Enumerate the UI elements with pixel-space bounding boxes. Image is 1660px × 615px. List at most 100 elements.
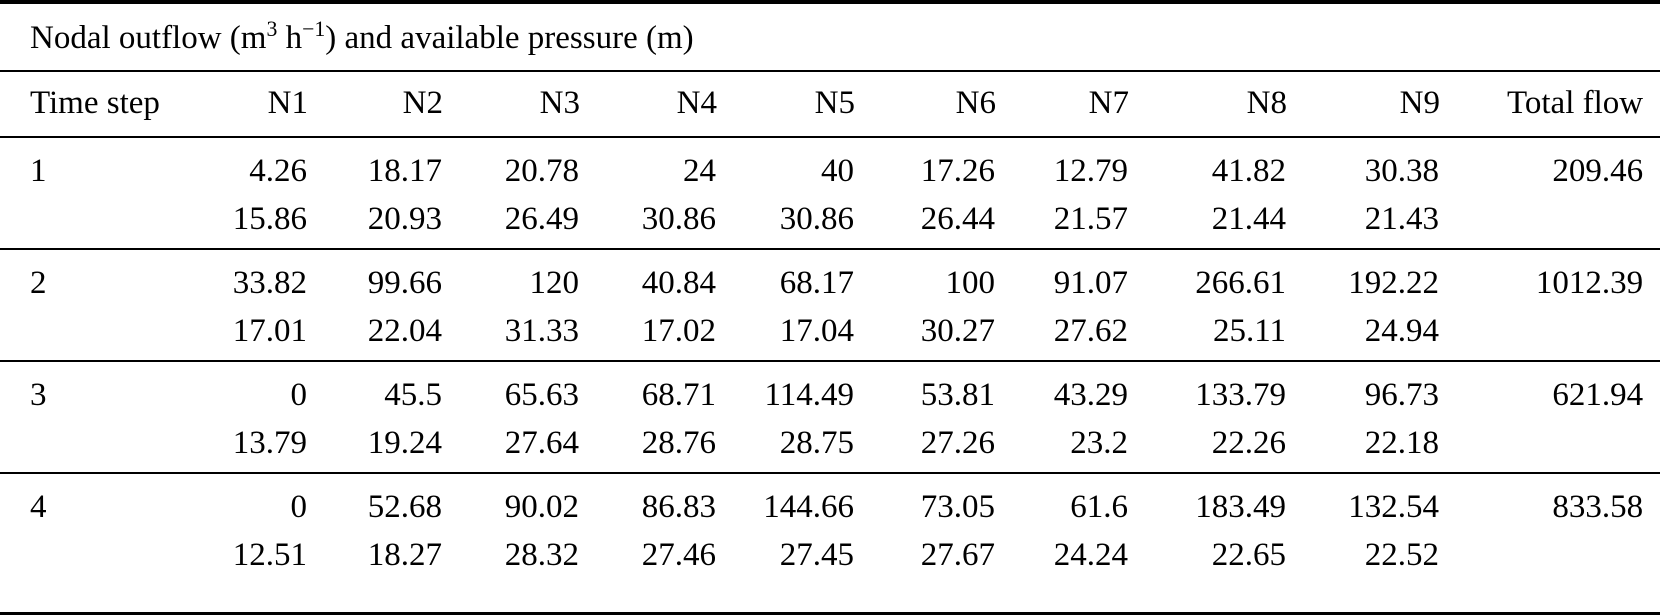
col-header-n9: N9 xyxy=(1287,71,1440,138)
cell-pressure-n6: 26.44 xyxy=(855,195,996,250)
col-header-total-flow: Total flow xyxy=(1440,71,1660,138)
cell-pressure-n1: 12.51 xyxy=(232,537,307,573)
cell-outflow-n5: 114.49 xyxy=(764,377,854,413)
cell-outflow-n1: 0 xyxy=(290,489,308,525)
cell-pressure-n8: 22.65 xyxy=(1211,537,1286,573)
cell-spacer xyxy=(1440,419,1660,474)
cell-outflow-n6: 100 xyxy=(945,265,996,301)
cell-pressure-n5: 17.04 xyxy=(717,307,855,362)
row-pressure-line: 12.51 18.27 28.32 27.46 27.45 27.67 24.24 22.65… xyxy=(0,531,1660,614)
cell-pressure-n2: 22.04 xyxy=(308,307,443,362)
cell-pressure-n2: 18.27 xyxy=(367,537,442,573)
cell-spacer xyxy=(0,307,173,362)
cell-pressure-n7: 27.62 xyxy=(996,307,1129,362)
cell-outflow-n8: 41.82 xyxy=(1211,153,1286,189)
cell-pressure-n5: 30.86 xyxy=(717,195,855,250)
title-exponent-cubed: 3 xyxy=(266,17,278,41)
cell-pressure-n1: 13.79 xyxy=(173,419,308,474)
col-header-n6: N6 xyxy=(855,71,996,138)
col-header-n3: N3 xyxy=(443,71,580,138)
col-header-n4: N4 xyxy=(580,71,717,138)
title-exponent-minus-one: −1 xyxy=(302,17,326,41)
cell-pressure-n4: 17.02 xyxy=(580,307,717,362)
cell-outflow-n2: 18.17 xyxy=(367,153,442,189)
row-outflow-line: 1 4.26 18.17 20.78 24 40 17.26 12.79 41.82 30.38 2… xyxy=(0,137,1660,195)
cell-outflow-n7: 91.07 xyxy=(1053,265,1128,301)
cell-outflow-n9: 30.38 xyxy=(1364,153,1439,189)
row-pressure-line: 13.79 19.24 27.64 28.76 28.75 27.26 23.2 22.26 2… xyxy=(0,419,1660,474)
cell-time-step: 1 xyxy=(30,153,47,189)
cell-total-flow: 621.94 xyxy=(1552,377,1644,413)
cell-outflow-n3: 65.63 xyxy=(504,377,579,413)
cell-pressure-n9: 22.18 xyxy=(1287,419,1440,474)
cell-outflow-n3: 20.78 xyxy=(504,153,579,189)
cell-outflow-n2: 45.5 xyxy=(384,377,442,413)
cell-outflow-n4: 86.83 xyxy=(641,489,716,525)
cell-pressure-n3: 31.33 xyxy=(443,307,580,362)
cell-outflow-n5: 68.17 xyxy=(779,265,854,301)
table-body: 1 4.26 18.17 20.78 24 40 17.26 12.79 41.82 30.38 2… xyxy=(0,137,1660,614)
cell-pressure-n3: 27.64 xyxy=(443,419,580,474)
cell-pressure-n4: 28.76 xyxy=(580,419,717,474)
cell-outflow-n9: 96.73 xyxy=(1364,377,1439,413)
cell-total-flow: 1012.39 xyxy=(1535,265,1644,301)
table-header-row: Time step N1 N2 N3 N4 N5 N6 N7 N8 N9 Tot… xyxy=(0,71,1660,138)
cell-outflow-n8: 133.79 xyxy=(1195,377,1286,413)
cell-pressure-n1: 17.01 xyxy=(173,307,308,362)
cell-time-step: 3 xyxy=(30,377,47,413)
cell-pressure-n1: 15.86 xyxy=(173,195,308,250)
cell-outflow-n9: 192.22 xyxy=(1348,265,1439,301)
col-header-n5: N5 xyxy=(717,71,855,138)
cell-outflow-n1: 33.82 xyxy=(232,265,307,301)
col-header-n7: N7 xyxy=(996,71,1129,138)
cell-spacer xyxy=(0,195,173,250)
cell-pressure-n9: 24.94 xyxy=(1287,307,1440,362)
cell-outflow-n5: 144.66 xyxy=(763,489,854,525)
row-pressure-line: 15.86 20.93 26.49 30.86 30.86 26.44 21.57 21.44… xyxy=(0,195,1660,250)
cell-pressure-n3: 26.49 xyxy=(443,195,580,250)
row-outflow-line: 3 0 45.5 65.63 68.71 114.49 53.81 43.29 133.79 96… xyxy=(0,361,1660,419)
cell-outflow-n4: 24 xyxy=(683,153,716,189)
title-prefix: Nodal outflow (m xyxy=(30,20,267,56)
row-outflow-line: 4 0 52.68 90.02 86.83 144.66 73.05 61.6 183.49 13… xyxy=(0,473,1660,531)
table-title-row: Nodal outflow (m3 h−1) and available pre… xyxy=(0,2,1660,72)
cell-pressure-n5: 27.45 xyxy=(779,537,854,573)
cell-pressure-n7: 21.57 xyxy=(996,195,1129,250)
cell-outflow-n5: 40 xyxy=(821,153,854,189)
cell-pressure-n7: 24.24 xyxy=(1053,537,1128,573)
cell-pressure-n8: 25.11 xyxy=(1129,307,1287,362)
cell-outflow-n7: 43.29 xyxy=(1053,377,1128,413)
cell-outflow-n7: 61.6 xyxy=(1070,489,1128,525)
cell-pressure-n8: 21.44 xyxy=(1129,195,1287,250)
cell-time-step: 4 xyxy=(30,489,47,525)
cell-outflow-n6: 17.26 xyxy=(920,153,995,189)
cell-outflow-n8: 183.49 xyxy=(1195,489,1286,525)
cell-pressure-n6: 30.27 xyxy=(855,307,996,362)
col-header-time-step: Time step xyxy=(0,71,173,138)
cell-pressure-n2: 19.24 xyxy=(308,419,443,474)
row-outflow-line: 2 33.82 99.66 120 40.84 68.17 100 91.07 266.61 19… xyxy=(0,249,1660,307)
cell-spacer xyxy=(1440,307,1660,362)
cell-outflow-n1: 4.26 xyxy=(249,153,307,189)
cell-outflow-n1: 0 xyxy=(290,377,308,413)
title-unit-mid: h xyxy=(277,20,303,56)
cell-pressure-n4: 27.46 xyxy=(641,537,716,573)
cell-outflow-n9: 132.54 xyxy=(1348,489,1439,525)
cell-outflow-n4: 40.84 xyxy=(641,265,716,301)
cell-outflow-n7: 12.79 xyxy=(1053,153,1128,189)
cell-pressure-n2: 20.93 xyxy=(308,195,443,250)
cell-outflow-n6: 73.05 xyxy=(920,489,995,525)
cell-pressure-n6: 27.67 xyxy=(920,537,995,573)
cell-total-flow: 209.46 xyxy=(1552,153,1644,189)
cell-outflow-n8: 266.61 xyxy=(1195,265,1286,301)
col-header-n2: N2 xyxy=(308,71,443,138)
cell-outflow-n2: 99.66 xyxy=(367,265,442,301)
table-title: Nodal outflow (m3 h−1) and available pre… xyxy=(0,2,1660,72)
cell-pressure-n9: 21.43 xyxy=(1287,195,1440,250)
col-header-n8: N8 xyxy=(1129,71,1287,138)
cell-spacer xyxy=(0,531,173,614)
cell-outflow-n3: 120 xyxy=(529,265,580,301)
title-suffix: ) and available pressure (m) xyxy=(325,20,694,56)
cell-spacer xyxy=(1440,531,1660,614)
